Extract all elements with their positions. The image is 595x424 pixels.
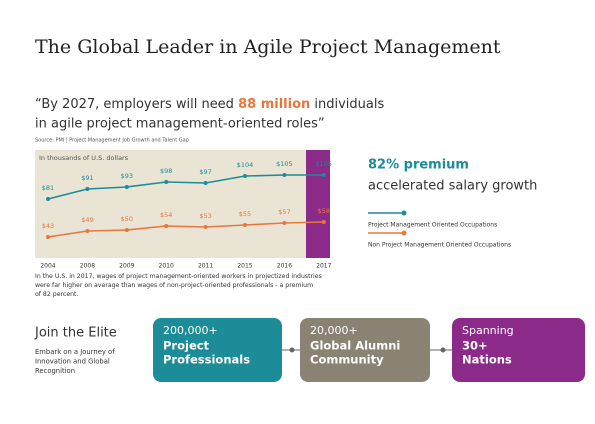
data-label: $55 (239, 210, 251, 218)
footnote-line: of 82 percent. (35, 291, 78, 298)
point (321, 220, 326, 224)
data-label: $81 (42, 184, 54, 192)
data-label: $98 (160, 167, 172, 175)
footnote-line: were far higher on average than wages of… (35, 282, 313, 289)
box-line: Professionals (163, 353, 250, 367)
point (243, 174, 247, 178)
source: Source: PMI | Project Management Job Gro… (35, 138, 189, 144)
data-label: $97 (199, 168, 211, 176)
data-label: $105 (276, 160, 293, 168)
point (321, 173, 326, 177)
point (203, 225, 208, 229)
footnote: In the U.S. in 2017, wages of project ma… (35, 273, 322, 298)
elite-text: Embark on a Journey of Innovation and Glo… (35, 348, 115, 375)
quote-highlight: 88 million (238, 97, 310, 112)
legend-dot (401, 230, 407, 236)
data-label: $57 (278, 208, 290, 216)
point (243, 223, 247, 227)
elite-line: Embark on a Journey of (35, 348, 115, 356)
series-line (47, 174, 324, 200)
elite-line: Recognition (35, 367, 75, 375)
elite-line: Innovation and Global (35, 358, 110, 366)
data-label: $43 (42, 222, 54, 230)
legend-label: Non Project Management Oriented Occupati… (368, 242, 511, 249)
point (164, 224, 169, 228)
legend-dot (401, 210, 407, 216)
x-tick-label: 2011 (198, 263, 213, 270)
quote-line: “By 2027, employers will need 88 million… (35, 97, 384, 112)
box (300, 318, 430, 382)
point (124, 185, 129, 189)
point (124, 228, 129, 232)
y-axis-label: In thousands of U.S. dollars (39, 154, 129, 162)
box-line: Global Alumni (310, 339, 400, 353)
premium-headline: 82% premium (368, 158, 469, 173)
box-top: 20,000+ (310, 324, 358, 337)
point (85, 229, 90, 233)
connector-dot (289, 347, 295, 353)
data-label: $105 (316, 160, 333, 168)
box (452, 318, 585, 382)
x-tick-label: 2008 (80, 263, 95, 270)
data-label: $54 (160, 211, 172, 219)
box (153, 318, 282, 382)
data-label: $91 (81, 174, 93, 182)
quote-text: individuals (310, 97, 384, 112)
data-label: $53 (199, 212, 211, 220)
point (46, 197, 50, 201)
data-label: $58 (318, 207, 330, 215)
data-label: $104 (237, 161, 254, 169)
elite-title: Join the Elite (34, 326, 117, 341)
x-tick-label: 2017 (316, 263, 331, 270)
box-line: Community (310, 353, 384, 367)
box-line: 30+ (462, 339, 488, 353)
x-tick-label: 2016 (277, 263, 292, 270)
point (85, 187, 90, 191)
data-label: $49 (81, 216, 93, 224)
box-line: Project (163, 339, 210, 353)
x-tick-label: 2004 (40, 263, 55, 270)
quote-line: in agile project management-oriented rol… (35, 117, 325, 132)
premium-sub: accelerated salary growth (368, 179, 537, 194)
plot-background (35, 150, 330, 258)
point (46, 235, 50, 239)
x-tick-label: 2010 (159, 263, 174, 270)
page-title: The Global Leader in Agile Project Manag… (35, 36, 501, 58)
highlight-band (306, 150, 330, 258)
point (203, 181, 208, 185)
box-line: Nations (462, 353, 512, 367)
legend-label: Project Management Oriented Occupations (368, 222, 497, 229)
x-tick-label: 2009 (119, 263, 134, 270)
point (282, 221, 287, 225)
chart: 2004 2008 2009 2010 2011 2015 2016 2017 $81 $91 $9… (40, 160, 332, 270)
data-label: $50 (121, 215, 133, 223)
legend: Project Management Oriented Occupations N… (368, 210, 511, 249)
footnote-line: In the U.S. in 2017, wages of project ma… (35, 273, 322, 280)
x-tick-label: 2015 (237, 263, 252, 270)
box-top: Spanning (462, 324, 514, 337)
connector-dot (440, 347, 446, 353)
box-top: 200,000+ (163, 324, 218, 337)
data-label: $93 (121, 172, 133, 180)
quote-text: “By 2027, employers will need (35, 97, 238, 112)
point (282, 173, 287, 177)
series-line (47, 221, 324, 238)
point (164, 180, 169, 184)
